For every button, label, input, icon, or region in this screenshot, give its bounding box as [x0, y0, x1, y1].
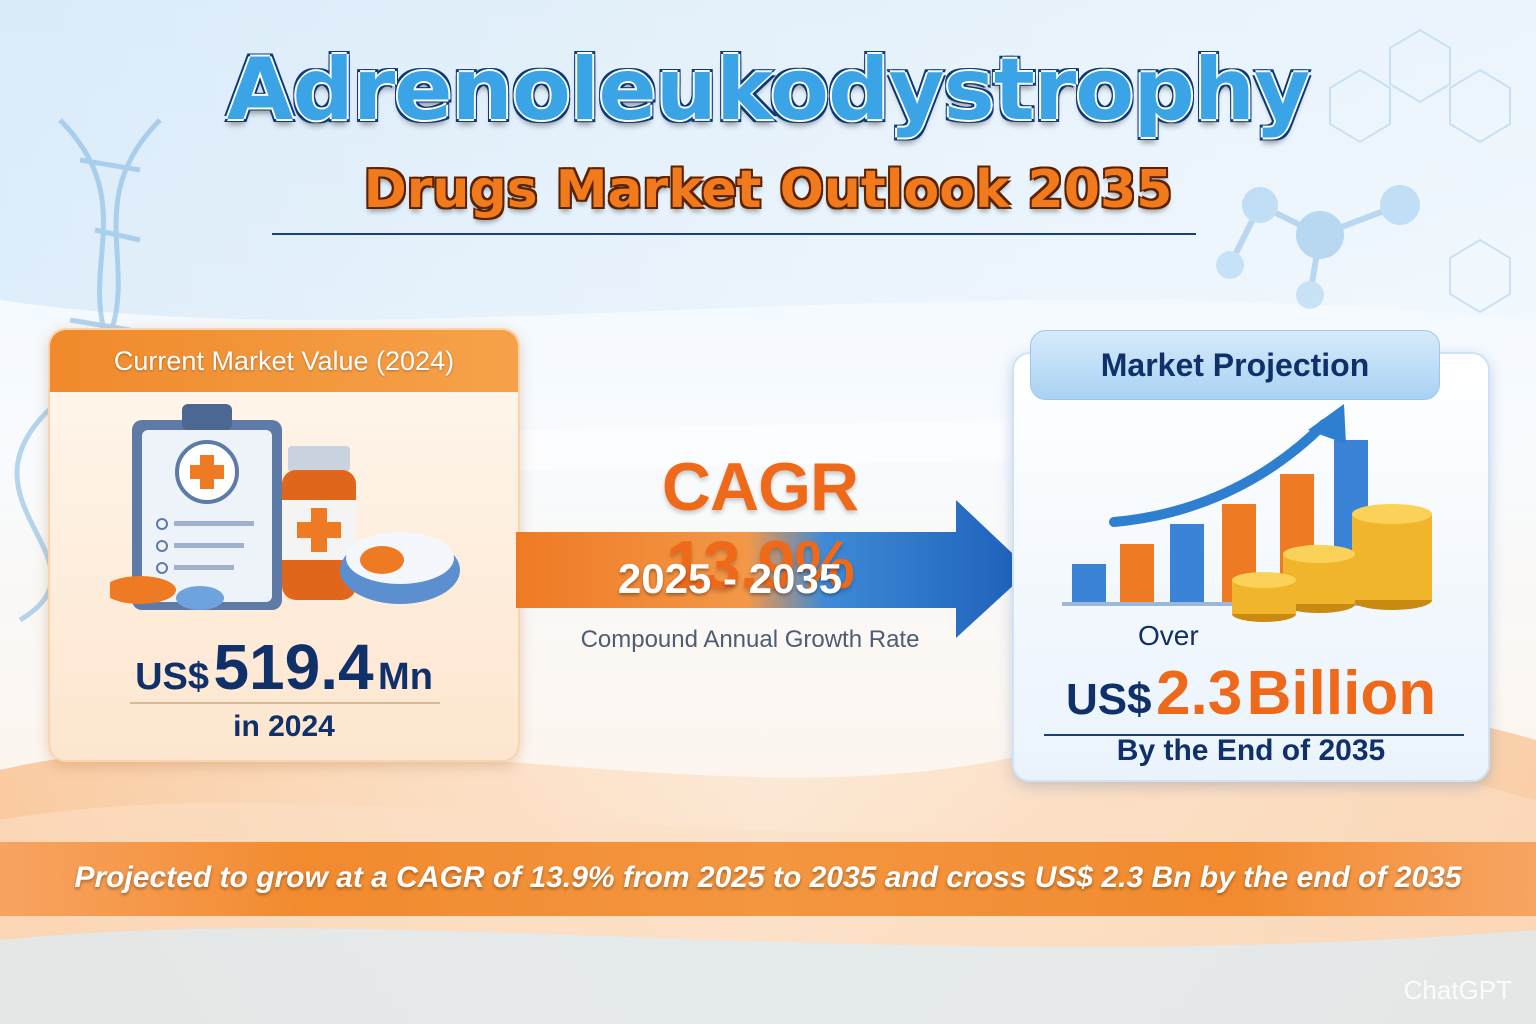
market-projection-card: Market Projection Over US$ — [1012, 330, 1490, 782]
current-market-number: 519.4 — [213, 631, 374, 703]
current-market-unit: Mn — [378, 656, 433, 698]
current-market-value: US$ 519.4 Mn — [50, 630, 518, 704]
title-divider — [272, 233, 1196, 235]
market-projection-label: Market Projection — [1030, 330, 1440, 400]
current-market-divider — [130, 702, 440, 704]
page-subtitle: Drugs Market Outlook 2035 — [363, 160, 1173, 220]
molecule-icon — [1216, 185, 1420, 309]
projection-prefix: Over — [1138, 620, 1199, 651]
cagr-period: 2025 - 2035 — [617, 555, 843, 602]
cagr-headline: CAGR 13.9% — [661, 449, 859, 603]
summary-banner — [0, 842, 1536, 916]
current-market-year: in 2024 — [233, 710, 335, 743]
projection-end-text: By the End of 2035 — [1116, 734, 1386, 767]
projection-divider — [1044, 734, 1464, 736]
projection-value: US$ 2.3 Billion — [1014, 658, 1488, 729]
trend-arrow-icon — [1109, 404, 1346, 527]
watermark-text: ChatGPT — [1403, 975, 1512, 1005]
projection-number: 2.3 — [1155, 659, 1243, 728]
capsule-icon — [110, 532, 460, 610]
medicine-bottle-icon — [282, 446, 356, 600]
current-market-label: Current Market Value (2024) — [50, 330, 518, 392]
current-market-card: Current Market Value (2024) — [48, 328, 520, 762]
cagr-description: Compound Annual Growth Rate — [580, 626, 920, 653]
summary-banner-text: Projected to grow at a CAGR of 13.9% fro… — [74, 861, 1462, 894]
projection-unit: Billion — [1246, 659, 1437, 728]
growth-chart-illustration — [1062, 404, 1432, 622]
projection-currency: US$ — [1065, 675, 1152, 724]
arrow-right-icon — [516, 500, 1030, 638]
current-market-currency: US$ — [135, 656, 209, 698]
coin-stack-icon — [1232, 504, 1432, 622]
clipboard-icon — [132, 404, 282, 610]
medicine-illustration — [110, 404, 460, 610]
page-title: Adrenoleukodystrophy — [226, 40, 1310, 140]
hexagon-pattern-icon — [1329, 28, 1511, 314]
